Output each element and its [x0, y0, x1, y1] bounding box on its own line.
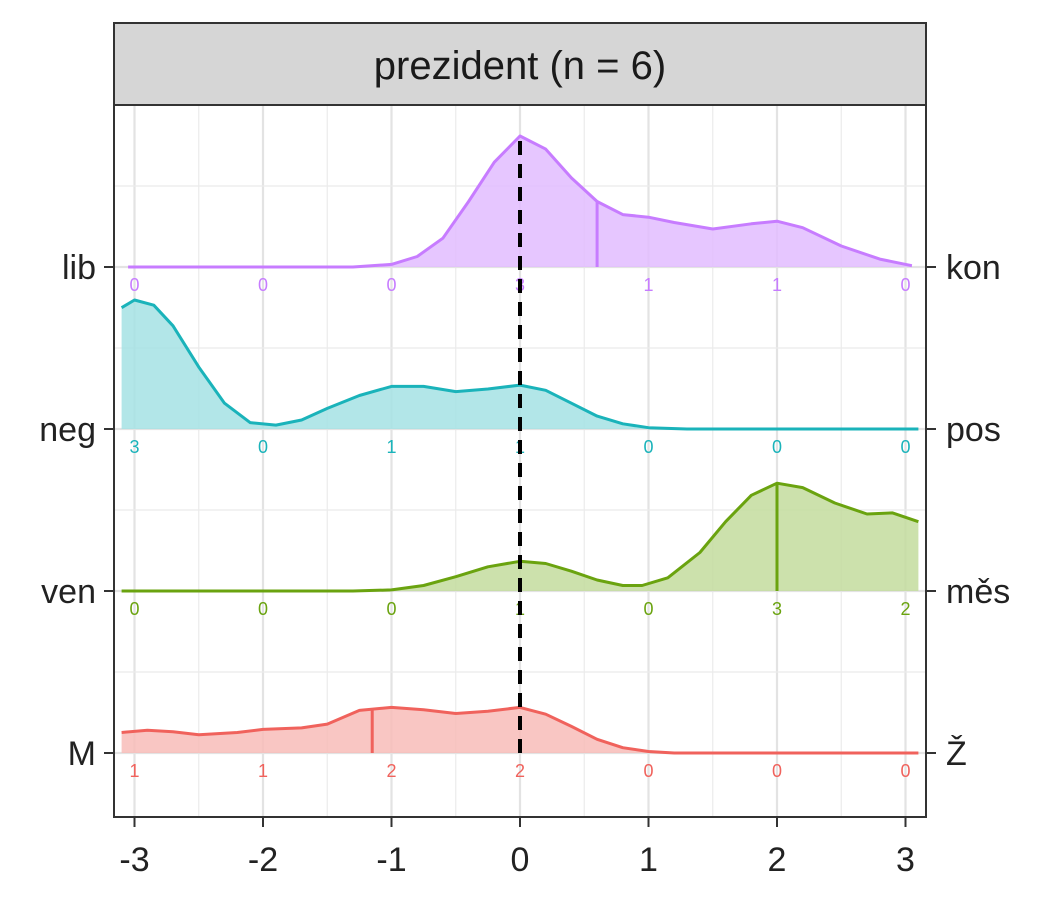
y-label-right: pos [946, 411, 1001, 449]
ridge-line-ven-mes [121, 481, 919, 593]
y-label-right: kon [946, 249, 1001, 287]
count-label: 3 [129, 437, 139, 457]
axes-layer: -3 -2 -1 0 1 2 3 lib kon neg pos ven měs M Ž [39, 249, 1010, 879]
ridges-layer [120, 134, 919, 755]
count-label: 0 [258, 599, 268, 619]
count-label: 0 [900, 761, 910, 781]
y-label-left: lib [62, 249, 96, 287]
x-tick-label: -2 [248, 841, 278, 879]
counts-layer: 0003110301100000010321122000 [129, 275, 910, 781]
count-label: 1 [129, 761, 139, 781]
ridge-ven-mes [121, 481, 919, 593]
ridge-area-ven-mes [121, 483, 919, 591]
count-label: 2 [386, 761, 396, 781]
count-label: 1 [772, 275, 782, 295]
count-label: 0 [900, 275, 910, 295]
ridge-M-Z [121, 705, 919, 755]
count-label: 2 [900, 599, 910, 619]
x-tick-label: 1 [639, 841, 658, 879]
count-label: 0 [643, 437, 653, 457]
count-label: 0 [129, 275, 139, 295]
x-tick-label: 0 [511, 841, 530, 879]
count-label: 0 [129, 599, 139, 619]
count-label: 1 [258, 761, 268, 781]
count-label: 0 [643, 599, 653, 619]
count-label: 1 [386, 437, 396, 457]
count-label: 1 [643, 275, 653, 295]
y-label-left: ven [41, 573, 96, 611]
y-label-right: měs [946, 573, 1010, 611]
x-tick-label: 3 [896, 841, 915, 879]
count-label: 0 [900, 437, 910, 457]
count-label: 0 [258, 275, 268, 295]
count-label: 0 [386, 599, 396, 619]
facet-strip: prezident (n = 6) [113, 22, 927, 106]
ridge-area-M-Z [121, 707, 919, 753]
count-label: 2 [515, 761, 525, 781]
ridge-area-lib-kon [128, 136, 912, 267]
y-label-left: neg [39, 411, 96, 449]
count-label: 0 [643, 761, 653, 781]
x-tick-label: 2 [768, 841, 787, 879]
count-label: 0 [772, 437, 782, 457]
ridge-line-neg-pos [120, 298, 919, 431]
y-label-left: M [68, 735, 96, 773]
count-label: 0 [258, 437, 268, 457]
ridge-line-M-Z [121, 705, 919, 755]
facet-strip-background [113, 22, 927, 106]
x-tick-label: -1 [376, 841, 406, 879]
ridge-lib-kon [128, 134, 913, 269]
count-label: 0 [772, 761, 782, 781]
ridge-line-lib-kon [128, 134, 913, 269]
count-label: 3 [772, 599, 782, 619]
y-label-right: Ž [946, 735, 967, 773]
facet-strip-title: prezident (n = 6) [374, 44, 666, 88]
count-label: 0 [386, 275, 396, 295]
x-tick-label: -3 [119, 841, 149, 879]
